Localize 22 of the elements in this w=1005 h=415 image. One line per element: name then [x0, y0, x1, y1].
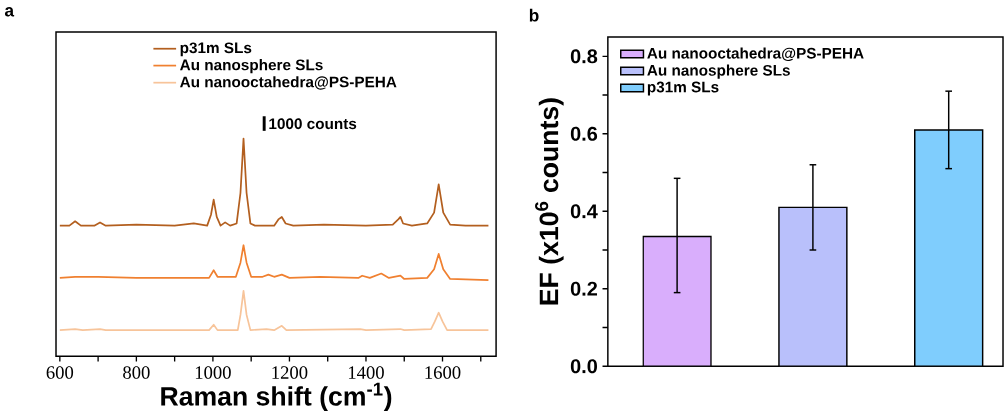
y-tick-label: 0.8: [570, 49, 598, 64]
y-tick-label: 0.4: [570, 203, 598, 219]
x-tick-label: 1400: [348, 366, 384, 379]
legend-label: p31m SLs: [647, 81, 719, 96]
legend-label: Au nanooctahedra@PS-PEHA: [180, 75, 397, 90]
legend-label: Au nanooctahedra@PS-PEHA: [647, 47, 864, 61]
legend-label: p31m SLs: [180, 42, 252, 57]
text: 1000 counts: [269, 118, 357, 129]
x-tick-label: 1600: [425, 366, 461, 379]
x-tick-label: 600: [46, 366, 74, 379]
chart-title: a: [4, 6, 15, 17]
x-tick-label: 1200: [272, 366, 308, 379]
legend-label: Au nanosphere SLs: [180, 58, 323, 74]
y-tick-label: 0.6: [570, 126, 598, 141]
x-axis-title: Raman shift (cm$^{-1}$): [161, 382, 392, 411]
x-tick-label: 800: [123, 366, 150, 379]
legend-label: Au nanosphere SLs: [647, 64, 790, 79]
y-tick-label: 0.0: [570, 358, 597, 374]
y-tick-label: 0.2: [570, 281, 598, 296]
y-axis-title: EF (x10$^{6}$ counts): [535, 98, 564, 305]
chart-title: b: [529, 8, 539, 22]
x-tick-label: 1000: [195, 366, 231, 379]
